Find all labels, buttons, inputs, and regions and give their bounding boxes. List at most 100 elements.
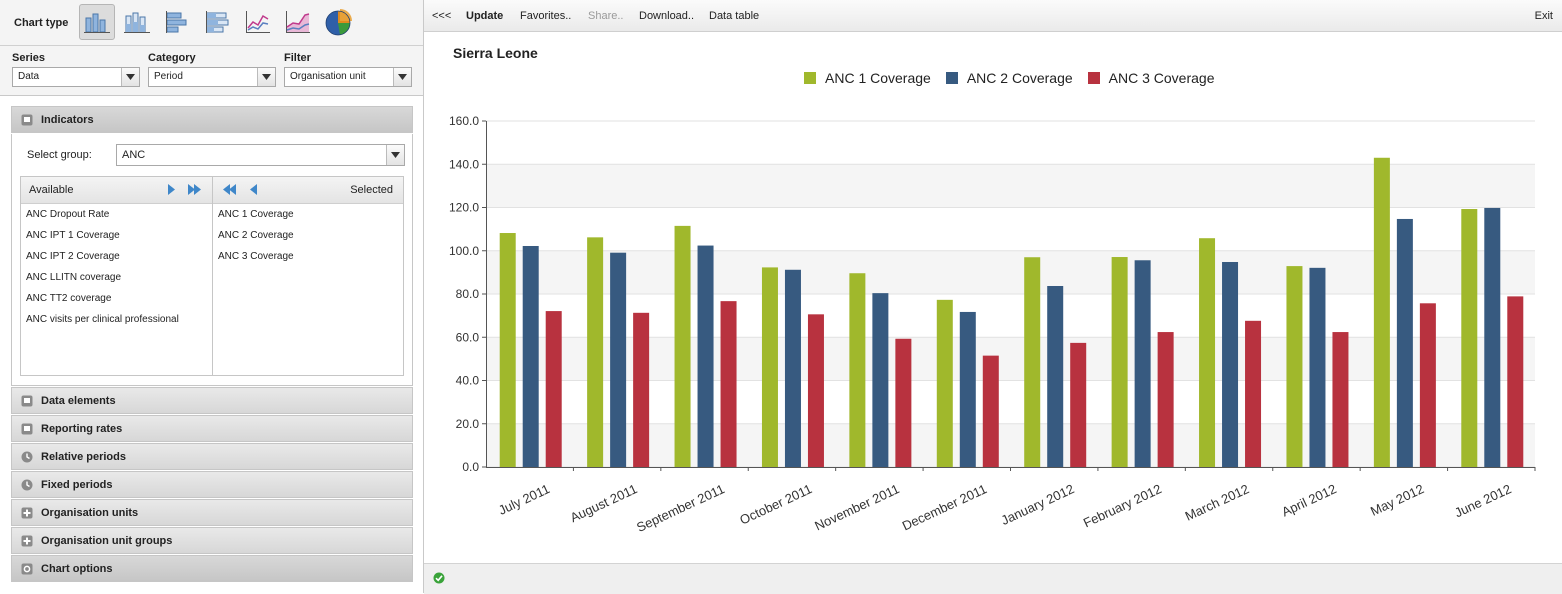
bar[interactable] — [1222, 261, 1239, 467]
list-item[interactable]: ANC IPT 2 Coverage — [26, 251, 120, 262]
list-item[interactable]: ANC LLITN coverage — [26, 272, 122, 283]
list-item[interactable]: ANC Dropout Rate — [26, 209, 110, 220]
pie-chart-button[interactable] — [320, 4, 356, 40]
bar[interactable] — [545, 311, 562, 467]
legend-label: ANC 2 Coverage — [966, 70, 1073, 86]
bar[interactable] — [1396, 218, 1413, 467]
bar[interactable] — [1332, 332, 1349, 467]
y-tick-label: 60.0 — [456, 330, 480, 344]
bar[interactable] — [1245, 320, 1262, 467]
bar[interactable] — [872, 293, 889, 467]
bar[interactable] — [1373, 157, 1390, 467]
legend-item[interactable]: ANC 3 Coverage — [1087, 70, 1214, 86]
bar[interactable] — [720, 301, 737, 467]
bar[interactable] — [1024, 257, 1041, 467]
reporting-rates-header[interactable]: Reporting rates — [11, 415, 413, 442]
bar[interactable] — [895, 338, 912, 467]
bar[interactable] — [1484, 207, 1501, 467]
bar[interactable] — [674, 225, 691, 467]
area-chart-button[interactable] — [279, 4, 315, 40]
bar[interactable] — [522, 245, 539, 467]
chevron-down-icon[interactable] — [257, 68, 275, 86]
bar[interactable] — [1070, 342, 1087, 467]
bar[interactable] — [697, 245, 714, 467]
deselect-arrow-icon[interactable] — [250, 184, 258, 195]
settings-accordion: Indicators Select group: ANC Available A… — [11, 106, 413, 583]
chart-options-header[interactable]: Chart options — [11, 555, 413, 582]
relative-periods-header[interactable]: Relative periods — [11, 443, 413, 470]
grid-band — [486, 207, 1535, 251]
chevron-down-icon[interactable] — [393, 68, 411, 86]
bar[interactable] — [1286, 266, 1303, 467]
chart-area: Sierra Leone ANC 1 Coverage ANC 2 Covera… — [424, 32, 1562, 563]
column-chart-button[interactable] — [79, 4, 115, 40]
update-button[interactable]: Update — [466, 10, 504, 22]
bar[interactable] — [982, 355, 999, 467]
grid-band — [486, 294, 1535, 338]
bar[interactable] — [1199, 238, 1216, 467]
collapse-button[interactable]: <<< — [432, 10, 452, 22]
fixed-periods-header[interactable]: Fixed periods — [11, 471, 413, 498]
stacked-bar-chart-button[interactable] — [199, 4, 235, 40]
bar[interactable] — [784, 269, 801, 467]
bar[interactable] — [499, 233, 516, 467]
list-item[interactable]: ANC 3 Coverage — [218, 251, 294, 262]
exit-button[interactable]: Exit — [1534, 10, 1553, 22]
selected-items: ANC 1 Coverage ANC 2 Coverage ANC 3 Cove… — [213, 204, 403, 267]
deselect-all-arrow-icon[interactable] — [223, 184, 237, 195]
bar[interactable] — [849, 273, 866, 467]
select-arrow-icon[interactable] — [167, 184, 175, 195]
bar[interactable] — [959, 311, 976, 467]
x-tick-label: May 2012 — [1368, 481, 1426, 519]
clock-icon — [21, 451, 33, 463]
y-tick-label: 40.0 — [456, 374, 480, 388]
legend-label: ANC 1 Coverage — [825, 70, 931, 86]
legend-item[interactable]: ANC 2 Coverage — [945, 70, 1073, 86]
bar-chart-button[interactable] — [159, 4, 195, 40]
bar[interactable] — [1157, 332, 1174, 467]
bar[interactable] — [1461, 209, 1478, 468]
bar[interactable] — [1047, 285, 1064, 467]
stacked-column-chart-button[interactable] — [119, 4, 155, 40]
bar[interactable] — [1309, 267, 1326, 467]
category-combo[interactable]: Period — [148, 67, 276, 87]
legend-item[interactable]: ANC 1 Coverage — [804, 70, 931, 86]
x-tick-label: March 2012 — [1183, 481, 1252, 524]
bar[interactable] — [1111, 257, 1128, 467]
grid-band — [486, 337, 1535, 381]
chevron-down-icon[interactable] — [121, 68, 139, 86]
chevron-down-icon[interactable] — [386, 145, 404, 165]
data-table-button[interactable]: Data table — [709, 10, 760, 22]
line-chart-button[interactable] — [239, 4, 275, 40]
download-button[interactable]: Download.. — [639, 10, 695, 22]
bar[interactable] — [1419, 303, 1436, 467]
series-combo[interactable]: Data — [12, 67, 140, 87]
section-label: Data elements — [41, 394, 116, 407]
list-item[interactable]: ANC 2 Coverage — [218, 230, 294, 241]
bar[interactable] — [1507, 296, 1524, 467]
bar[interactable] — [761, 267, 778, 467]
favorites-button[interactable]: Favorites.. — [520, 10, 572, 22]
bar[interactable] — [807, 314, 824, 467]
bar[interactable] — [1134, 260, 1151, 467]
data-elements-header[interactable]: Data elements — [11, 387, 413, 414]
toolbar: <<< Update Favorites.. Share.. Download.… — [424, 0, 1562, 32]
list-item[interactable]: ANC IPT 1 Coverage — [26, 230, 120, 241]
select-group-combo[interactable]: ANC — [116, 144, 405, 166]
organisation-unit-groups-header[interactable]: Organisation unit groups — [11, 527, 413, 554]
indicators-header[interactable]: Indicators — [11, 106, 413, 133]
x-tick-label: January 2012 — [999, 481, 1077, 528]
organisation-units-header[interactable]: Organisation units — [11, 499, 413, 526]
y-tick-label: 140.0 — [449, 157, 479, 171]
bar[interactable] — [633, 312, 650, 467]
bar[interactable] — [936, 299, 953, 467]
list-item[interactable]: ANC 1 Coverage — [218, 209, 294, 220]
bar[interactable] — [587, 237, 604, 467]
list-item[interactable]: ANC TT2 coverage — [26, 293, 112, 304]
select-group-field: ANC — [116, 144, 405, 166]
filter-combo[interactable]: Organisation unit — [284, 67, 412, 87]
bar[interactable] — [610, 252, 627, 467]
select-all-arrow-icon[interactable] — [188, 184, 202, 195]
list-item[interactable]: ANC visits per clinical professional — [26, 314, 179, 325]
section-label: Chart options — [41, 562, 113, 575]
